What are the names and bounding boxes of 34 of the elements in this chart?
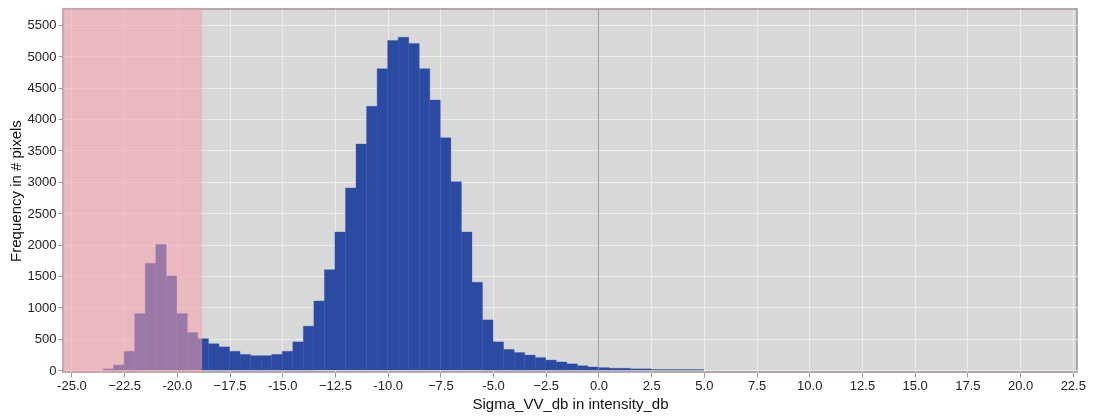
y-tick-label: 0: [49, 362, 57, 378]
x-tick-label: -20.0: [162, 377, 193, 393]
y-axis-title: Frequency in # pixels: [6, 120, 24, 262]
y-tick-label: 500: [34, 331, 57, 347]
x-tick-label: −12.5: [318, 377, 352, 393]
x-tick-label: −2.5: [533, 377, 560, 393]
x-tick-label: 20.0: [1007, 377, 1034, 393]
x-tick-label: 17.5: [955, 377, 981, 393]
x-tick-label: −7.5: [428, 377, 454, 393]
x-tick-label: 2.5: [642, 377, 661, 393]
y-tick-label: 5000: [27, 48, 57, 64]
x-tick-label: -15.0: [267, 377, 298, 393]
x-axis-title: Sigma_VV_db in intensity_db: [472, 394, 669, 412]
x-tick-label: −22.5: [108, 377, 142, 393]
y-tick-label: 2000: [27, 237, 57, 253]
x-tick-label: -5.0: [482, 377, 505, 393]
y-tick-label: 2500: [27, 205, 57, 221]
x-tick-label: −17.5: [213, 377, 247, 393]
x-tick-label: 5.0: [695, 377, 714, 393]
x-tick-label: 12.5: [849, 377, 876, 393]
y-tick-label: 1000: [27, 299, 57, 315]
y-tick-label: 4500: [27, 80, 57, 95]
x-tick-label: 10.0: [797, 377, 823, 393]
y-tick-label: 3000: [27, 174, 57, 190]
y-tick-label: 5500: [27, 17, 57, 33]
y-tick-label: 1500: [27, 268, 57, 284]
y-tick-label: 3500: [27, 142, 57, 158]
x-tick-label: -10.0: [373, 377, 403, 393]
x-tick-label: -25.0: [57, 377, 87, 393]
y-tick-label: 4000: [27, 111, 57, 127]
x-tick-label: 0.0: [589, 377, 608, 393]
x-tick-label: 22.5: [1060, 377, 1086, 393]
x-tick-label: 15.0: [902, 377, 928, 393]
x-tick-label: 7.5: [748, 377, 767, 393]
